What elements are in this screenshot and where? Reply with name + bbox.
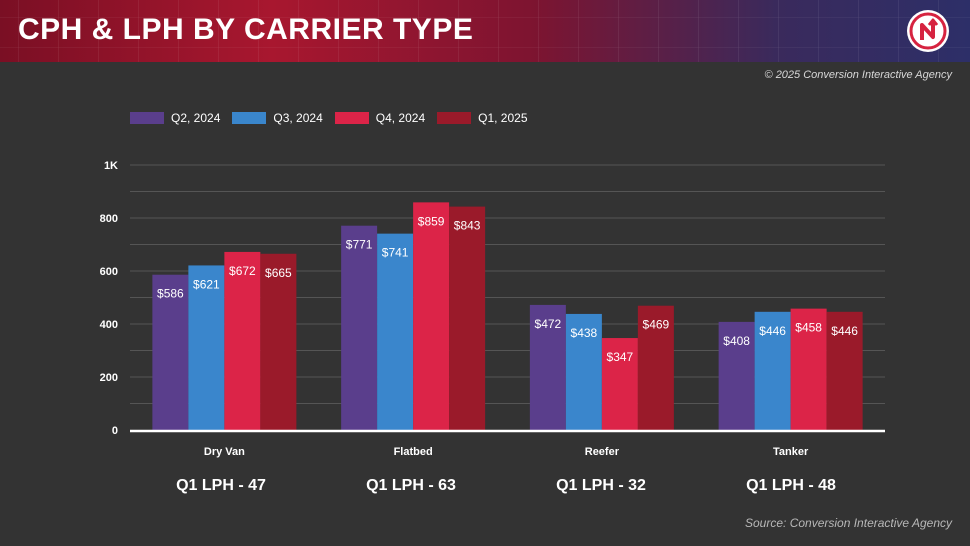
- header-circuit-pattern: [0, 0, 970, 62]
- bar-data-label: $771: [346, 238, 373, 252]
- bar-data-label: $586: [157, 287, 184, 301]
- y-tick-label: 200: [100, 372, 118, 384]
- bar-data-label: $672: [229, 264, 256, 278]
- lph-annotation-dry-van: Q1 LPH - 47: [176, 477, 266, 494]
- source-text: Source: Conversion Interactive Agency: [745, 516, 952, 530]
- legend-swatch: [232, 112, 267, 124]
- legend-label: Q2, 2024: [171, 111, 221, 125]
- y-tick-label: 600: [100, 266, 118, 278]
- lph-annotation-tanker: Q1 LPH - 48: [746, 477, 836, 494]
- bar-data-label: $665: [265, 266, 292, 280]
- bar: [637, 305, 674, 430]
- bar: [826, 311, 863, 430]
- bar: [413, 202, 450, 430]
- bar: [341, 225, 378, 430]
- bar-data-label: $446: [759, 324, 786, 338]
- page-title: CPH & LPH BY CARRIER TYPE: [18, 13, 474, 46]
- bar: [790, 308, 827, 430]
- bar: [601, 338, 638, 430]
- legend-swatch: [437, 112, 472, 124]
- legend-swatch: [334, 112, 369, 124]
- legend-swatch: [130, 112, 164, 124]
- legend-item-q4-2024: Q4, 2024: [334, 111, 426, 125]
- bar: [565, 313, 602, 430]
- bar-data-label: $458: [795, 321, 822, 335]
- x-category-label: Dry Van: [204, 446, 245, 458]
- x-category-label: Flatbed: [394, 446, 433, 458]
- x-category-label: Reefer: [585, 446, 620, 458]
- bar: [260, 253, 297, 430]
- y-tick-label: 1K: [104, 160, 118, 172]
- x-category-label: Tanker: [773, 446, 809, 458]
- header-banner: CPH & LPH BY CARRIER TYPE: [0, 0, 970, 62]
- bar-data-label: $472: [535, 317, 562, 331]
- bar-data-label: $469: [643, 318, 670, 332]
- legend-label: Q1, 2025: [478, 111, 528, 125]
- bar-data-label: $843: [454, 219, 481, 233]
- bar-data-label: $408: [723, 334, 750, 348]
- bar-data-label: $621: [193, 277, 220, 291]
- chart-legend: Q2, 2024 Q3, 2024 Q4, 2024 Q1, 2025: [130, 111, 540, 125]
- bar-data-label: $859: [418, 214, 445, 228]
- legend-label: Q3, 2024: [273, 111, 323, 125]
- lph-annotation-reefer: Q1 LPH - 32: [556, 477, 646, 494]
- legend-item-q3-2024: Q3, 2024: [232, 111, 323, 125]
- legend-item-q1-2025: Q1, 2025: [437, 111, 528, 125]
- lph-annotation-flatbed: Q1 LPH - 63: [366, 477, 456, 494]
- y-tick-label: 400: [100, 319, 118, 331]
- bar-data-label: $446: [831, 324, 858, 338]
- bar: [754, 311, 791, 430]
- bar: [224, 251, 261, 430]
- bar-data-label: $438: [571, 326, 598, 340]
- legend-label: Q4, 2024: [375, 111, 426, 125]
- bar: [449, 206, 486, 430]
- bar: [529, 304, 566, 430]
- bar: [188, 265, 225, 430]
- y-tick-label: 0: [112, 425, 118, 437]
- bar: [152, 274, 189, 430]
- y-tick-label: 800: [100, 213, 118, 225]
- bar-data-label: $347: [607, 350, 634, 364]
- brand-logo-icon: [907, 10, 949, 52]
- bar-data-label: $741: [382, 246, 409, 260]
- bar: [377, 233, 414, 430]
- legend-item-q2-2024: Q2, 2024: [130, 111, 220, 125]
- bar: [718, 321, 755, 430]
- copyright-text: © 2025 Conversion Interactive Agency: [764, 69, 952, 81]
